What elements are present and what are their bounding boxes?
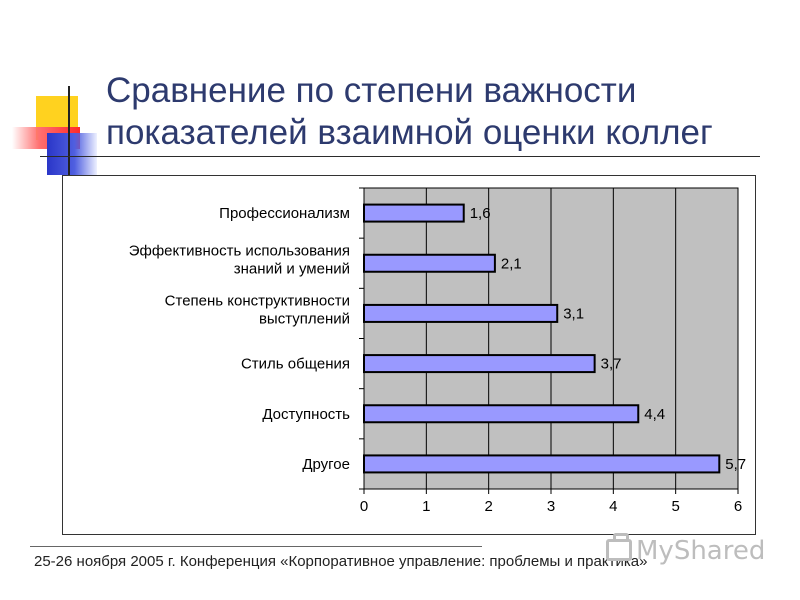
category-label: Другое xyxy=(302,456,350,473)
data-label: 3,7 xyxy=(601,356,622,373)
briefcase-icon xyxy=(606,533,632,561)
data-label: 4,4 xyxy=(644,406,665,423)
bar xyxy=(363,253,496,273)
category-label: знаний и умений xyxy=(234,260,350,277)
chart-frame: 0 1 2 3 4 5 6 1,6 Профессионализм 2,1 Эффективност… xyxy=(62,175,756,535)
category-label: Доступность xyxy=(262,406,350,423)
bar-chart: 0 1 2 3 4 5 6 1,6 Профессионализм 2,1 Эффективност… xyxy=(129,187,746,515)
category-label: выступлений xyxy=(259,310,350,327)
decor-blue-square xyxy=(47,133,97,175)
footer-divider xyxy=(30,546,482,547)
bar xyxy=(363,303,559,323)
category-label: Стиль общения xyxy=(241,356,350,373)
watermark-text: MyShared xyxy=(636,536,766,566)
data-label: 2,1 xyxy=(501,255,522,272)
data-label: 3,1 xyxy=(563,305,584,322)
x-tick-label: 1 xyxy=(422,498,430,515)
slide-title-line-2: показателей взаимной оценки коллег xyxy=(106,113,713,152)
x-tick-label: 0 xyxy=(360,498,368,515)
decor-vertical-line xyxy=(68,86,70,178)
slide-title-line-1: Сравнение по степени важности xyxy=(106,71,637,110)
watermark: MyShared xyxy=(606,533,766,566)
data-label: 1,6 xyxy=(470,205,491,222)
bar xyxy=(363,203,465,223)
x-tick-label: 2 xyxy=(484,498,492,515)
data-label: 5,7 xyxy=(725,456,746,473)
slide-title: Сравнение по степени важности показателе… xyxy=(106,70,786,154)
title-underline xyxy=(40,156,760,157)
bar xyxy=(363,454,721,474)
footer-text: 25-26 ноября 2005 г. Конференция «Корпор… xyxy=(34,553,648,570)
x-tick-label: 5 xyxy=(671,498,679,515)
category-label: Степень конструктивности xyxy=(165,292,350,309)
category-label: Эффективность использования xyxy=(129,242,350,259)
category-label: Профессионализм xyxy=(219,205,350,222)
x-tick-label: 6 xyxy=(734,498,742,515)
bar xyxy=(363,354,596,374)
x-tick-label: 4 xyxy=(609,498,617,515)
x-tick-label: 3 xyxy=(547,498,555,515)
bar xyxy=(363,404,640,424)
